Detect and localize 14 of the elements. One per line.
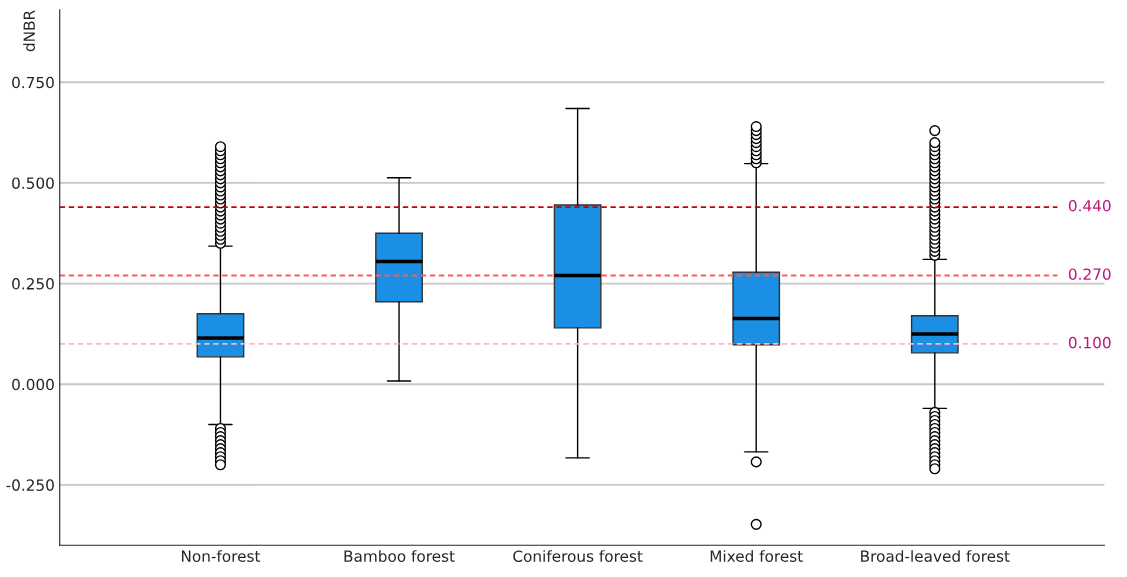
y-tick-label: 0.500	[12, 177, 54, 189]
x-tick-label: Coniferous forest	[513, 550, 643, 562]
x-tick-label: Non-forest	[181, 550, 261, 562]
y-tick-label: 0.000	[12, 378, 54, 391]
y-axis-title: dNBR	[23, 10, 35, 52]
ref-line-label: 0.440	[1068, 199, 1111, 212]
y-tick-label: 0.250	[12, 278, 54, 290]
y-tick-label: 0.750	[12, 76, 54, 89]
x-tick-label: Broad-leaved forest	[861, 550, 1010, 562]
y-tick-label: -0.250	[6, 479, 54, 491]
ref-line-label: 0.100	[1068, 336, 1111, 349]
x-tick-label: Bamboo forest	[344, 550, 455, 562]
ref-line-label: 0.270	[1068, 268, 1111, 280]
x-tick-label: Mixed forest	[710, 550, 803, 562]
